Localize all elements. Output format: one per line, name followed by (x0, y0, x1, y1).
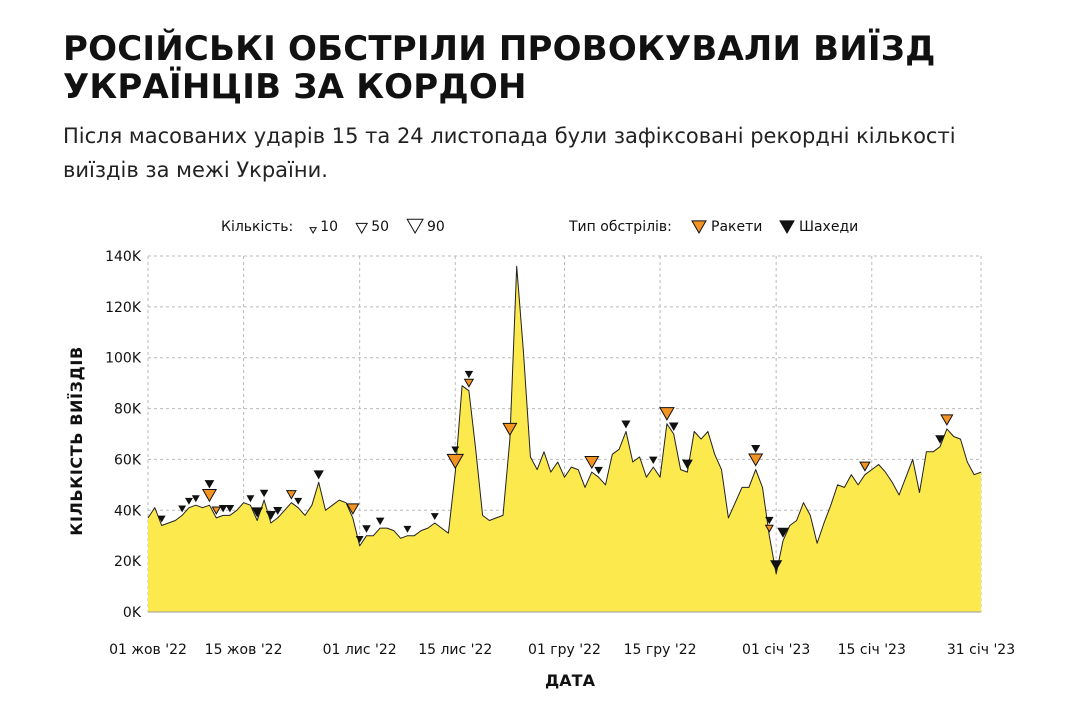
legend-size-marker (309, 227, 318, 235)
attack-markers (157, 370, 954, 571)
attack-marker-shaheds (375, 517, 385, 526)
attack-marker-shaheds (178, 505, 187, 513)
legend-type-label: Тип обстрілів: (568, 219, 672, 235)
plot-area (147, 265, 982, 613)
attack-marker-missiles (748, 453, 764, 467)
attack-marker-shaheds (765, 516, 774, 525)
attack-marker-shaheds (362, 525, 371, 533)
legend-type-label-shaheds: Шахеди (799, 219, 858, 235)
x-tick-label: 01 лис '22 (323, 642, 397, 658)
attack-marker-shaheds (355, 535, 364, 543)
attack-marker-missiles (211, 506, 222, 515)
attack-marker-shaheds (251, 507, 264, 518)
attack-marker-shaheds (273, 506, 283, 515)
legend-type-label-missiles: Ракети (711, 219, 762, 235)
x-tick-label: 01 січ '23 (742, 642, 810, 658)
x-tick-label: 15 лис '22 (418, 642, 492, 658)
x-tick-label: 31 січ '23 (947, 642, 1015, 658)
y-axis-title: КІЛЬКІСТЬ ВИЇЗДІВ (67, 346, 86, 535)
attack-marker-shaheds (770, 560, 783, 571)
attack-marker-shaheds (668, 422, 679, 432)
attack-marker-shaheds (451, 446, 460, 454)
attack-marker-missiles (201, 489, 218, 503)
attack-marker-shaheds (225, 504, 235, 513)
x-axis: 01 жов '22 15 жов '22 01 лис '22 15 лис '22… (109, 642, 1015, 658)
legend-size-label: Кількість: (221, 219, 293, 235)
y-tick-label: 20K (114, 554, 142, 570)
page-title: РОСІЙСЬКІ ОБСТРІЛИ ПРОВОКУВАЛИ ВИЇЗД УКР… (63, 29, 936, 107)
y-tick-label: 60K (114, 452, 142, 468)
legend-size-marker (406, 218, 424, 235)
exits-line (147, 265, 982, 575)
attack-marker-shaheds (265, 511, 277, 521)
attack-marker-shaheds (246, 495, 255, 503)
y-axis: 0K 20K 40K 60K 80K 100K 120K 140K (105, 249, 142, 621)
y-tick-label: 40K (114, 503, 142, 519)
attack-marker-shaheds (621, 420, 631, 429)
legend-size-marker (355, 222, 369, 235)
attack-marker-shaheds (777, 527, 789, 538)
y-tick-label: 80K (114, 402, 142, 418)
attack-marker-missiles (446, 453, 465, 470)
legend-type-marker-missiles (691, 220, 707, 235)
x-tick-label: 15 січ '23 (838, 642, 906, 658)
legend-size-value: 10 (320, 219, 338, 235)
attack-marker-shaheds (157, 515, 166, 523)
legend-type-marker-shaheds (779, 220, 795, 235)
attack-marker-missiles (463, 378, 475, 388)
attack-marker-missiles (940, 414, 954, 426)
x-tick-label: 15 гру '22 (624, 642, 697, 658)
attack-marker-missiles (584, 455, 600, 470)
attack-marker-shaheds (430, 513, 439, 521)
x-axis-title: ДАТА (545, 671, 596, 690)
attack-marker-shaheds (935, 435, 945, 444)
attack-marker-shaheds (403, 525, 412, 533)
attack-marker-shaheds (185, 497, 193, 505)
legend-size-value: 90 (427, 219, 445, 235)
x-tick-label: 01 гру '22 (528, 642, 601, 658)
legend-size-items: 10 50 90 (309, 218, 445, 235)
attack-marker-missiles (659, 407, 675, 421)
attack-marker-missiles (285, 490, 297, 500)
attack-marker-shaheds (218, 504, 228, 513)
attack-marker-shaheds (751, 445, 761, 453)
attack-marker-missiles (764, 524, 774, 533)
attack-marker-missiles (502, 422, 518, 437)
attack-marker-shaheds (464, 370, 474, 379)
attack-marker-shaheds (259, 489, 269, 498)
attack-marker-missiles (859, 461, 871, 472)
legend-type-items: Ракети Шахеди (691, 219, 858, 235)
attack-marker-shaheds (204, 480, 215, 489)
y-tick-label: 0K (123, 605, 142, 621)
attack-marker-shaheds (648, 456, 658, 465)
exits-area (148, 266, 981, 612)
x-tick-label: 01 жов '22 (109, 642, 187, 658)
attack-marker-shaheds (681, 459, 693, 470)
legend-size-value: 50 (371, 219, 389, 235)
x-tick-label: 15 жов '22 (205, 642, 283, 658)
attack-marker-shaheds (191, 495, 200, 503)
attack-marker-missiles (346, 503, 360, 515)
page-subtitle: Після масованих ударів 15 та 24 листопад… (63, 124, 956, 182)
attack-marker-shaheds (313, 470, 324, 480)
y-tick-label: 120K (105, 300, 142, 316)
attack-marker-shaheds (594, 466, 603, 475)
attack-marker-shaheds (294, 497, 303, 505)
legend: Кількість: 10 50 90 Тип обстрілів: Ракети Ш… (221, 218, 858, 235)
y-tick-label: 100K (105, 351, 142, 367)
y-tick-label: 140K (105, 249, 142, 265)
